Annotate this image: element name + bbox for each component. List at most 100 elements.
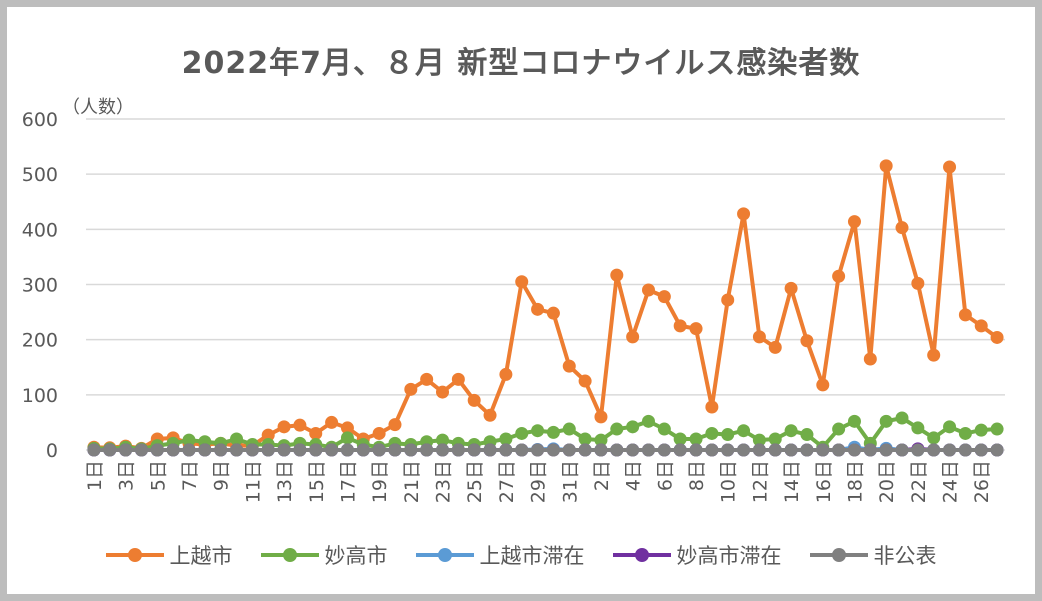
legend-swatch (105, 548, 164, 562)
y-axis-unit-label: （人数） (62, 97, 134, 118)
data-point (372, 443, 386, 457)
data-point (879, 159, 893, 173)
data-point (182, 433, 196, 447)
data-point (895, 221, 909, 235)
data-point (641, 414, 655, 428)
data-point (657, 422, 671, 436)
data-point (705, 426, 719, 440)
data-point (420, 443, 434, 457)
data-point (657, 290, 671, 304)
data-point (990, 443, 1004, 457)
data-point (689, 443, 703, 457)
data-point (531, 424, 545, 438)
data-point (800, 334, 814, 348)
x-tick-label: 29日 (528, 460, 550, 503)
data-point (673, 319, 687, 333)
data-point (309, 426, 323, 440)
data-point (958, 443, 972, 457)
y-tick-label: 200 (22, 330, 58, 352)
data-point (293, 443, 307, 457)
data-point (737, 443, 751, 457)
data-point (895, 443, 909, 457)
data-point (927, 431, 941, 445)
data-point (784, 443, 798, 457)
legend-swatch-dot (127, 548, 142, 562)
x-tick-label: 6日 (654, 460, 676, 491)
legend-swatch (612, 548, 671, 562)
data-point (436, 433, 450, 447)
data-point (436, 443, 450, 457)
data-point (325, 415, 339, 429)
data-point (531, 443, 545, 457)
x-tick-label: 2日 (591, 460, 613, 491)
x-tick-label: 13日 (274, 460, 296, 503)
legend-label: 非公表 (873, 544, 937, 568)
y-tick-label: 400 (22, 219, 58, 241)
data-point (404, 443, 418, 457)
data-point (752, 330, 766, 344)
x-tick-label: 10日 (718, 460, 740, 503)
data-point (420, 372, 434, 386)
data-point (895, 411, 909, 425)
x-tick-label: 3日 (116, 460, 138, 491)
data-point (277, 443, 291, 457)
data-point (974, 443, 988, 457)
x-tick-label: 1日 (84, 460, 106, 491)
data-point (752, 433, 766, 447)
x-tick-label: 15日 (306, 460, 328, 503)
x-tick-label: 11日 (242, 460, 264, 503)
data-point (340, 443, 354, 457)
y-tick-label: 300 (22, 275, 58, 297)
data-point (768, 432, 782, 446)
legend-swatch-dot (634, 548, 649, 562)
data-point (103, 443, 117, 457)
data-point (293, 418, 307, 432)
legend-item: 非公表 (809, 540, 937, 570)
data-point (816, 378, 830, 392)
x-tick-label: 19日 (369, 460, 391, 503)
y-tick-label: 500 (22, 164, 58, 186)
series-line (91, 416, 1000, 451)
data-point (261, 443, 275, 457)
data-point (230, 432, 244, 446)
data-point (309, 443, 323, 457)
legend-item: 上越市滞在 (415, 540, 585, 570)
data-point (689, 322, 703, 336)
data-point (483, 443, 497, 457)
x-tick-label: 7日 (179, 460, 201, 491)
data-point (198, 443, 212, 457)
data-point (673, 443, 687, 457)
data-point (879, 414, 893, 428)
data-point (325, 443, 339, 457)
series-line (91, 163, 1000, 451)
x-tick-label: 31日 (559, 460, 581, 503)
legend-swatch-dot (437, 548, 452, 562)
data-point (134, 443, 148, 457)
data-point (87, 443, 101, 457)
x-tick-label: 16日 (813, 460, 835, 503)
data-point (911, 421, 925, 435)
legend-swatch-dot (282, 548, 297, 562)
data-point (499, 443, 513, 457)
data-point (483, 408, 497, 422)
data-point (182, 443, 196, 457)
x-tick-label: 24日 (940, 460, 962, 503)
data-point (515, 426, 529, 440)
data-point (578, 374, 592, 388)
data-point (768, 443, 782, 457)
data-point (515, 275, 529, 289)
data-point (499, 432, 513, 446)
data-point (451, 372, 465, 386)
data-point (562, 422, 576, 436)
legend-item: 妙高市 (260, 540, 388, 570)
data-point (737, 207, 751, 221)
data-point (610, 443, 624, 457)
data-point (372, 426, 386, 440)
data-point (340, 421, 354, 435)
x-tick-label: 27日 (496, 460, 518, 503)
data-point (388, 418, 402, 432)
data-point (356, 443, 370, 457)
x-tick-label: 14日 (781, 460, 803, 503)
x-tick-label: 25日 (464, 460, 486, 503)
